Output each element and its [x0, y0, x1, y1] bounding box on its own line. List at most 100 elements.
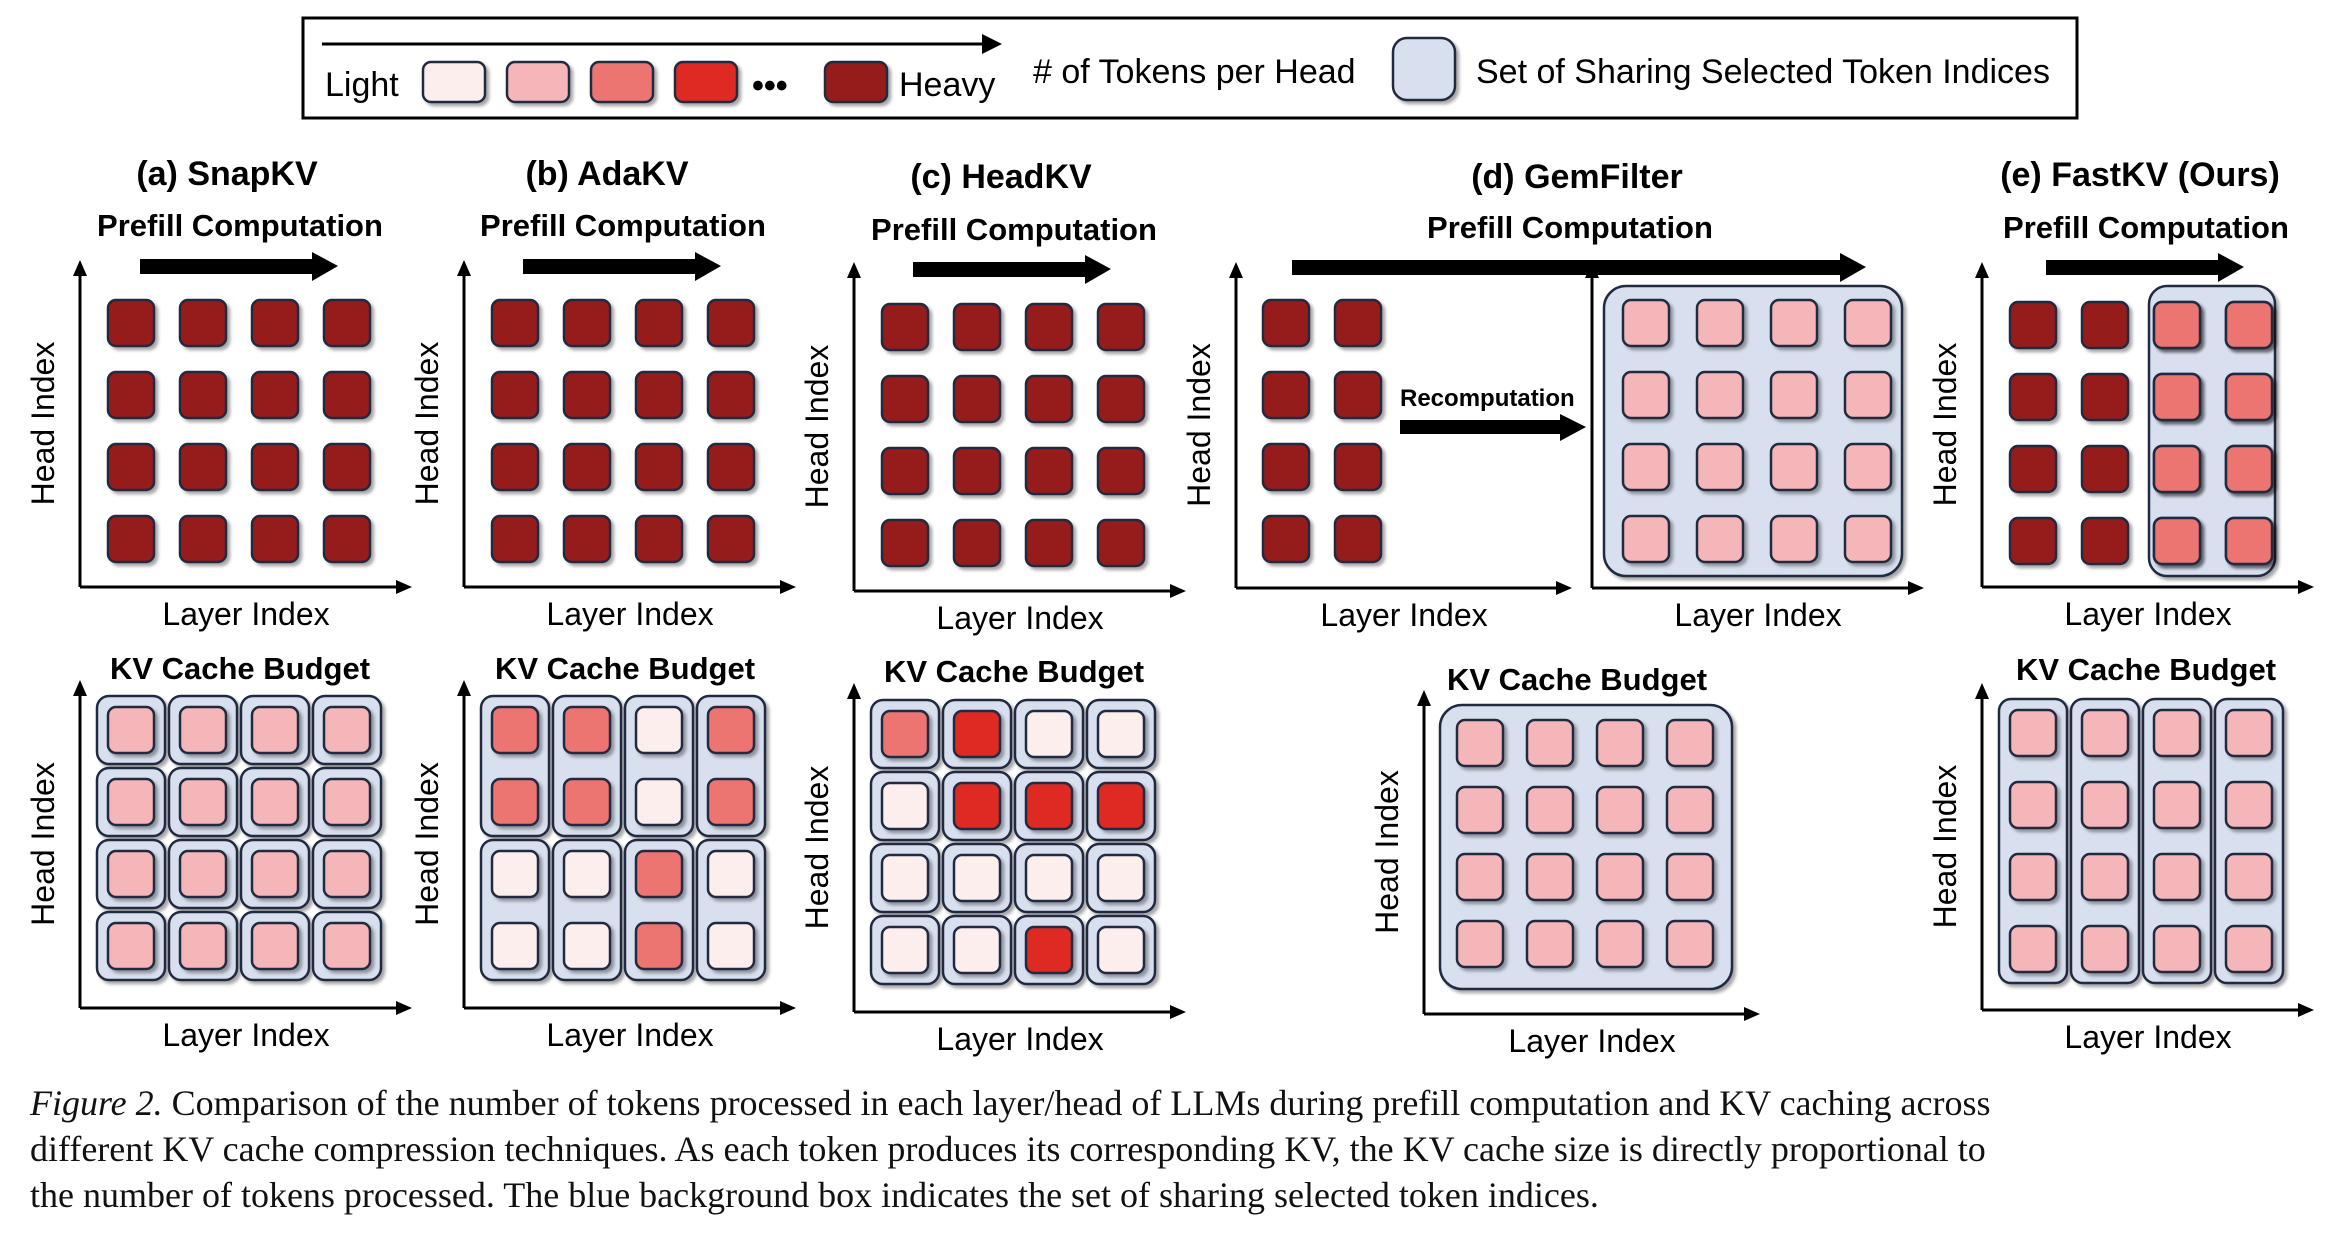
panel-e-budget-cell-r3-c3	[2224, 924, 2274, 974]
panel-b-prefill-cell-r0-c2	[634, 298, 684, 348]
panel-d-budget-y-label: Head Index	[1369, 770, 1405, 934]
panel-e-prefill-shared-r2-c2	[2152, 444, 2202, 494]
panel-d-budget-cell-r0-c1	[1525, 718, 1575, 768]
panel-e-budget-cell-r0-c3	[2224, 708, 2274, 758]
panel-c-prefill-cell-r0-c0	[880, 302, 930, 352]
panel-b-prefill-y-label: Head Index	[409, 342, 445, 506]
panel-e-budget-cell-r0-c2	[2152, 708, 2202, 758]
panel-d-prefill-x-axis-arrow	[1556, 581, 1572, 595]
panel-b-budget-cell-r0-c1	[562, 705, 612, 755]
panel-d-budget-cell-r2-c2	[1595, 852, 1645, 902]
panel-b-budget-cell-r3-c2	[634, 921, 684, 971]
panel-e-budget-cell-r2-c1	[2080, 852, 2130, 902]
panel-d-budget-cell-r3-c0	[1455, 919, 1505, 969]
panel-a-budget-cell-r0-c0	[106, 705, 156, 755]
panel-d-prefill-shared-cell-r3-c2	[1769, 514, 1819, 564]
panel-d-budget-cell-r0-c3	[1665, 718, 1715, 768]
legend-swatch-2	[589, 60, 655, 104]
panel-b-budget-cell-r0-c3	[706, 705, 756, 755]
panel-d-recompute-label: Recomputation	[1400, 385, 1575, 412]
panel-c-budget-y-axis-arrow	[847, 683, 861, 699]
panel-a-prefill-label: Prefill Computation	[97, 208, 383, 243]
panel-d-prefill-shared-cell-r0-c0	[1621, 298, 1671, 348]
panel-d-prefill-shared-cell-r1-c0	[1621, 370, 1671, 420]
panel-c-prefill-cell-r0-c2	[1024, 302, 1074, 352]
panel-a-prefill-y-label: Head Index	[25, 342, 61, 506]
panel-c-prefill-x-axis-arrow	[1170, 584, 1186, 598]
panel-d-budget-cell-r2-c0	[1455, 852, 1505, 902]
panel-b-prefill-label: Prefill Computation	[480, 208, 766, 243]
panel-e-prefill-arrow	[2046, 260, 2218, 275]
panel-b-prefill-y-axis-arrow	[457, 260, 471, 276]
panel-d-prefill-cell-r2-c0	[1261, 442, 1311, 492]
panel-d-budget-cell-r3-c1	[1525, 919, 1575, 969]
panel-d-budget-cell-r1-c0	[1455, 785, 1505, 835]
panel-c-budget-cell-r1-c1	[952, 781, 1002, 831]
panel-e-prefill-cell-r3-c0	[2008, 516, 2058, 566]
panel-a-budget-cell-r2-c0	[106, 849, 156, 899]
panel-b-budget-cell-r3-c1	[562, 921, 612, 971]
panel-e-budget-cell-r3-c0	[2008, 924, 2058, 974]
panel-d-budget-cell-r0-c0	[1455, 718, 1505, 768]
panel-c-budget-cell-r3-c2	[1024, 925, 1074, 975]
panel-b-prefill-cell-r0-c1	[562, 298, 612, 348]
panel-c-budget-y-label: Head Index	[799, 766, 835, 930]
panel-e-budget-cell-r2-c3	[2224, 852, 2274, 902]
legend-sharing-swatch	[1391, 36, 1457, 102]
panel-b-budget-cell-r3-c3	[706, 921, 756, 971]
caption-line-1-text: Comparison of the number of tokens proce…	[171, 1083, 1991, 1123]
panel-d-budget-sharing-box	[1438, 703, 1734, 991]
panel-e-prefill-label: Prefill Computation	[2003, 210, 2289, 245]
panel-d-prefill-shared-cell-r1-c2	[1769, 370, 1819, 420]
panel-b-budget-cell-r0-c2	[634, 705, 684, 755]
panel-a-budget-cell-r3-c0	[106, 921, 156, 971]
panel-d-prefill-shared-cell-r2-c1	[1695, 442, 1745, 492]
panel-d-prefill-shared-cell-r2-c3	[1843, 442, 1893, 492]
panel-a-budget-cell-r3-c3	[322, 921, 372, 971]
panel-b-prefill-x-axis-arrow	[780, 580, 796, 594]
panel-d-prefill-right-y-axis-arrow	[1585, 262, 1599, 278]
panel-b-budget-y-label: Head Index	[409, 762, 445, 926]
panel-e-prefill-shared-r1-c3	[2224, 372, 2274, 422]
legend-sharing-label: Set of Sharing Selected Token Indices	[1476, 53, 2050, 91]
panel-c-prefill-arrow-head	[1085, 255, 1111, 284]
panel-c-budget-cell-r0-c2	[1024, 709, 1074, 759]
panel-b-budget-x-label: Layer Index	[546, 1017, 713, 1053]
panel-b-prefill-cell-r2-c3	[706, 442, 756, 492]
panel-d-budget-cell-r1-c3	[1665, 785, 1715, 835]
panel-e-budget-share-c0	[1997, 697, 2069, 985]
panel-c-budget-cell-r0-c0	[880, 709, 930, 759]
panel-c-prefill-arrow	[913, 262, 1085, 277]
legend-swatch-4	[823, 60, 889, 104]
panel-c-budget-cell-r2-c0	[880, 853, 930, 903]
panel-e-prefill-shared-r3-c3	[2224, 516, 2274, 566]
panel-e-prefill-cell-r1-c0	[2008, 372, 2058, 422]
panel-d-prefill-cell-r1-c1	[1333, 370, 1383, 420]
panel-c-budget-cell-r3-c0	[880, 925, 930, 975]
panel-e-prefill-shared-r0-c2	[2152, 300, 2202, 350]
panel-c-prefill-cell-r2-c3	[1096, 446, 1146, 496]
panel-a-budget-cell-r3-c2	[250, 921, 300, 971]
panel-a-prefill-cell-r2-c0	[106, 442, 156, 492]
panel-e-budget-cell-r0-c1	[2080, 708, 2130, 758]
panel-b-budget-y-axis-arrow	[457, 680, 471, 696]
panel-a-prefill-cell-r0-c2	[250, 298, 300, 348]
panel-e-budget-y-label: Head Index	[1927, 765, 1963, 929]
panel-e-prefill-cell-r0-c1	[2080, 300, 2130, 350]
panel-a-budget-cell-r1-c3	[322, 777, 372, 827]
panel-d-prefill-arrow-head	[1840, 253, 1866, 282]
panel-a-prefill-cell-r0-c0	[106, 298, 156, 348]
panel-c-budget-cell-r2-c1	[952, 853, 1002, 903]
panel-a-prefill-cell-r0-c1	[178, 298, 228, 348]
panel-a-budget-cell-r2-c3	[322, 849, 372, 899]
panel-e-budget-cell-r2-c2	[2152, 852, 2202, 902]
panel-a-prefill-x-axis-arrow	[396, 580, 412, 594]
panel-c-prefill-cell-r1-c0	[880, 374, 930, 424]
panel-c-prefill-label: Prefill Computation	[871, 212, 1157, 247]
panel-a-budget-cell-r1-c0	[106, 777, 156, 827]
panel-e-budget-share-c3	[2213, 697, 2285, 985]
panel-e-prefill-cell-r1-c1	[2080, 372, 2130, 422]
panel-e-budget-y-axis-arrow	[1975, 683, 1989, 699]
panel-c-prefill-x-label: Layer Index	[936, 600, 1103, 636]
panel-d-prefill-y-axis-arrow	[1229, 262, 1243, 278]
